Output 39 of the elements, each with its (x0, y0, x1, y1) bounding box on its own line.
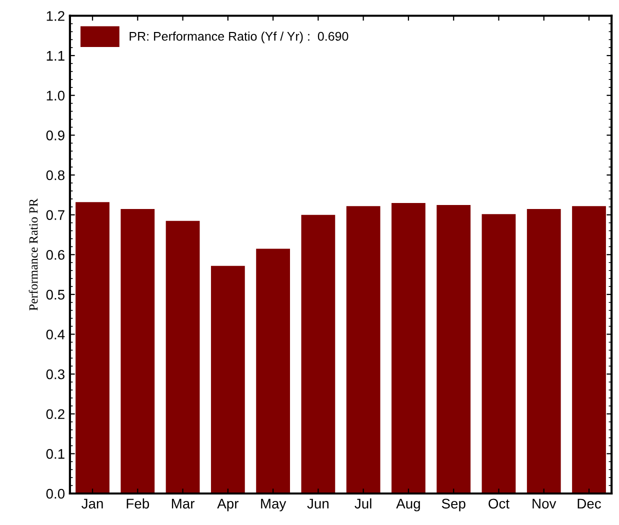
bar (572, 206, 606, 494)
y-tick-label: 0.8 (46, 170, 64, 180)
x-tick-label: Jul (354, 498, 372, 509)
x-tick-label: May (261, 498, 286, 512)
bar (482, 214, 516, 494)
x-tick-label: Mar (172, 498, 195, 509)
bar (436, 204, 471, 494)
bar (210, 266, 245, 494)
x-tick-label: Oct (488, 498, 510, 509)
y-tick-label: 0.2 (46, 409, 64, 420)
bar (301, 214, 336, 494)
x-tick-label: Dec (578, 498, 601, 509)
y-tick-label: 1.2 (46, 11, 64, 21)
y-tick-label: 0.7 (46, 210, 64, 220)
bar (76, 202, 110, 494)
x-tick-label: Nov (532, 498, 556, 509)
y-tick-label: 0.0 (46, 488, 65, 499)
x-tick-label: Jun (307, 498, 328, 509)
y-axis-title: Performance Ratio PR (28, 198, 38, 311)
x-tick-label: Feb (126, 498, 150, 509)
bar (346, 206, 380, 494)
y-tick-label: 0.9 (46, 130, 64, 140)
y-tick-label: 0.6 (46, 250, 64, 260)
y-tick-label: 0.1 (46, 449, 64, 459)
x-tick-label: Apr (217, 498, 238, 512)
y-tick-label: 0.4 (46, 330, 65, 340)
x-tick-label: Sep (442, 498, 466, 512)
y-tick-label: 0.3 (46, 369, 64, 380)
bar (392, 202, 426, 494)
bar (526, 208, 561, 494)
x-tick-label: Jan (82, 498, 103, 509)
y-tick-label: 0.5 (46, 290, 65, 300)
x-tick-label: Aug (396, 498, 420, 512)
legend-label: PR: Performance Ratio (Yf / Yr) : 0.690 (130, 32, 348, 44)
y-tick-label: 1.1 (46, 51, 64, 61)
bar (166, 220, 200, 494)
bar (120, 208, 155, 494)
y-tick-label: 1.0 (46, 90, 65, 101)
bar (256, 248, 290, 494)
